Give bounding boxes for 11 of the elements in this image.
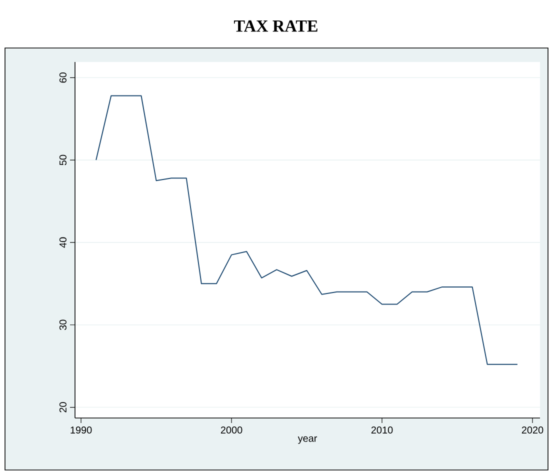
x-tick-label: 1990 [70, 426, 92, 434]
y-tick-label: 40 [59, 237, 66, 248]
y-tick-label: 50 [59, 154, 66, 166]
x-tick-label: 2000 [220, 426, 242, 434]
y-tick-label: 20 [59, 402, 66, 412]
x-axis-title: year [298, 436, 318, 444]
y-tick-label: 60 [59, 72, 66, 83]
x-tick-label: 2020 [522, 426, 544, 434]
y-tick-label: 30 [59, 320, 66, 330]
x-tick-label: 2010 [371, 426, 393, 434]
chart-title: TAX RATE [234, 20, 318, 32]
